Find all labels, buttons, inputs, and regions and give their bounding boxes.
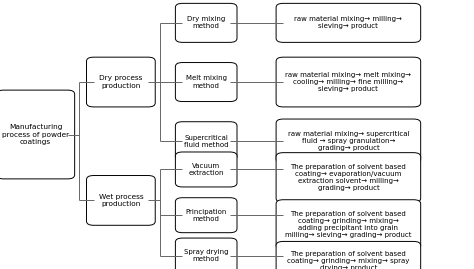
Text: Principation
method: Principation method bbox=[185, 208, 227, 222]
FancyBboxPatch shape bbox=[86, 176, 155, 225]
FancyBboxPatch shape bbox=[175, 3, 237, 43]
FancyBboxPatch shape bbox=[276, 119, 420, 164]
Text: Wet process
production: Wet process production bbox=[99, 194, 143, 207]
FancyBboxPatch shape bbox=[276, 3, 420, 43]
FancyBboxPatch shape bbox=[276, 200, 420, 250]
FancyBboxPatch shape bbox=[86, 57, 155, 107]
FancyBboxPatch shape bbox=[276, 242, 420, 269]
Text: Manufacturing
process of powder
coatings: Manufacturing process of powder coatings bbox=[2, 124, 69, 145]
Text: raw material mixing→ milling→
sieving→ product: raw material mixing→ milling→ sieving→ p… bbox=[294, 16, 402, 30]
Text: Melt mixing
method: Melt mixing method bbox=[186, 75, 227, 89]
Text: The preparation of solvent based
coating→ grinding→ mixing→
adding precipitant i: The preparation of solvent based coating… bbox=[285, 211, 411, 239]
Text: Dry process
production: Dry process production bbox=[99, 75, 143, 89]
FancyBboxPatch shape bbox=[175, 238, 237, 269]
FancyBboxPatch shape bbox=[175, 152, 237, 187]
Text: Dry mixing
method: Dry mixing method bbox=[187, 16, 225, 30]
Text: The preparation of solvent based
coating→ grinding→ mixing→ spray
drying→ produc: The preparation of solvent based coating… bbox=[287, 251, 410, 269]
Text: Supercritical
fluid method: Supercritical fluid method bbox=[184, 134, 228, 148]
FancyBboxPatch shape bbox=[0, 90, 75, 179]
FancyBboxPatch shape bbox=[276, 57, 420, 107]
FancyBboxPatch shape bbox=[276, 153, 420, 202]
Text: raw material mixing→ melt mixing→
cooling→ milling→ fine milling→
sieving→ produ: raw material mixing→ melt mixing→ coolin… bbox=[285, 72, 411, 92]
Text: raw material mixing→ supercritical
fluid → spray granulation→
grading→ product: raw material mixing→ supercritical fluid… bbox=[288, 131, 409, 151]
FancyBboxPatch shape bbox=[175, 122, 237, 161]
FancyBboxPatch shape bbox=[175, 198, 237, 233]
Text: Vacuum
extraction: Vacuum extraction bbox=[189, 163, 224, 176]
Text: Spray drying
method: Spray drying method bbox=[184, 249, 228, 262]
Text: The preparation of solvent based
coating→ evaporation/vacuum
extraction solvent→: The preparation of solvent based coating… bbox=[291, 164, 406, 192]
FancyBboxPatch shape bbox=[175, 63, 237, 102]
